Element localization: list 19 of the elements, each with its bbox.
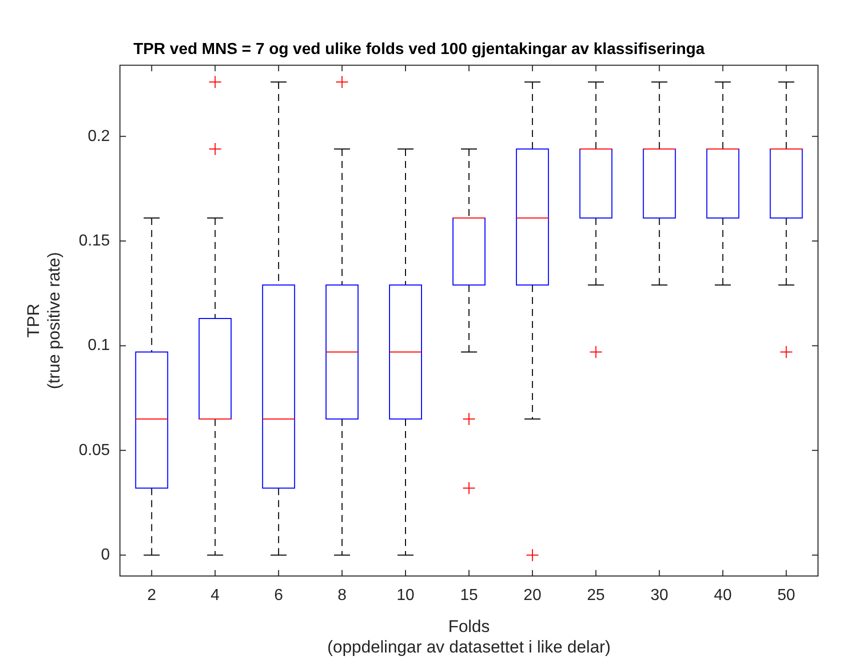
x-tick-label: 25 — [586, 587, 605, 604]
x-tick-label: 30 — [650, 587, 668, 604]
x-axis-title: Folds (oppdelingar av datasettet i like delar) — [327, 617, 611, 656]
x-tick-label: 6 — [274, 587, 284, 604]
x-tick-label: 2 — [147, 587, 156, 604]
x-tick-label: 10 — [396, 587, 415, 604]
y-axis-title: TPR (true positive rate) — [24, 252, 64, 390]
x-tick-label: 20 — [524, 587, 542, 604]
x-tick-label: 8 — [338, 587, 347, 604]
x-tick-label: 4 — [210, 587, 220, 604]
x-tick-label: 15 — [460, 587, 478, 604]
x-tick-label: 50 — [777, 587, 796, 604]
y-tick-label: 0.1 — [88, 337, 110, 354]
y-tick-label: 0.05 — [78, 442, 110, 459]
y-tick-label: 0.2 — [88, 128, 110, 145]
x-tick-label: 40 — [714, 587, 732, 604]
y-tick-label: 0.15 — [78, 232, 110, 250]
y-tick-label: 0 — [101, 546, 110, 564]
chart-title: TPR ved MNS = 7 og ved ulike folds ved 100 gjentakingar av klassifiseringa — [133, 41, 705, 58]
